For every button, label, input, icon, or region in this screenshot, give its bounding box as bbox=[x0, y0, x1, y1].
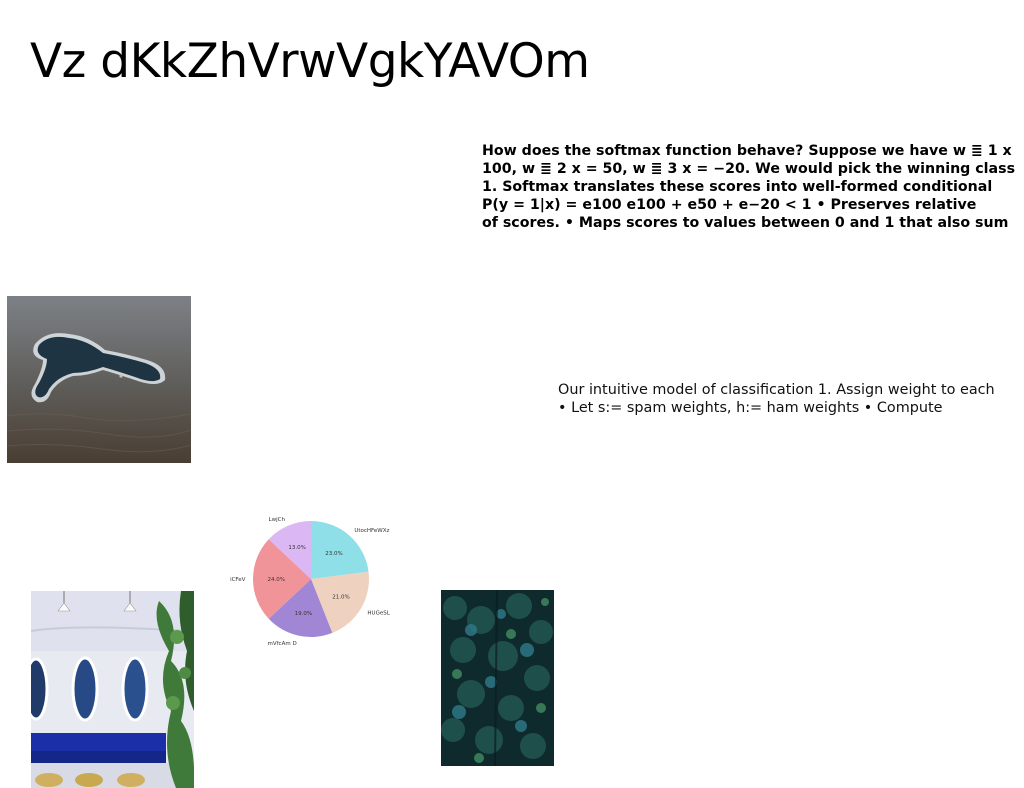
pie-value-label: 19.0% bbox=[295, 611, 312, 617]
classification-line: Our intuitive model of classification 1.… bbox=[558, 382, 995, 398]
pie-slice bbox=[268, 579, 333, 637]
softmax-line: 100, w ≣ 2 x = 50, w ≣ 3 x = −20. We wou… bbox=[482, 161, 1016, 177]
foliage-photo bbox=[441, 590, 554, 766]
classification-paragraph: Our intuitive model of classification 1.… bbox=[558, 381, 1018, 417]
pie-value-label: 21.0% bbox=[332, 595, 349, 601]
pie-slice bbox=[253, 539, 311, 619]
pie-category-label: UtocHFeWXz bbox=[354, 528, 389, 534]
pie-value-label: 23.0% bbox=[325, 551, 342, 557]
pie-slice bbox=[311, 521, 369, 579]
softmax-line: of scores. • Maps scores to values betwe… bbox=[482, 215, 1009, 231]
pie-slice bbox=[268, 521, 311, 579]
pie-value-label: 24.0% bbox=[267, 577, 284, 583]
pie-category-label: iCFeV bbox=[230, 577, 246, 583]
pie-category-label: mVfcAm D bbox=[268, 641, 297, 647]
softmax-line: 1. Softmax translates these scores into … bbox=[482, 179, 993, 195]
island-photo bbox=[7, 296, 191, 463]
pie-chart: 23.0% UtocHFeWXz 21.0% HUGeSL 19.0% mVfcAm D 2… bbox=[230, 517, 391, 647]
pie-category-label: LwjCh bbox=[269, 517, 286, 523]
interior-photo bbox=[31, 591, 194, 788]
pie-slice bbox=[311, 571, 369, 633]
softmax-paragraph: How does the softmax function behave? Su… bbox=[482, 142, 1024, 232]
pie-category-label: HUGeSL bbox=[367, 610, 390, 616]
softmax-line: P(y = 1|x) = e100 e100 + e50 + e−20 < 1 … bbox=[482, 197, 977, 213]
pie-value-label: 13.0% bbox=[288, 545, 305, 551]
slide-title: Vz dKkZhVrwVgkYAVOm bbox=[30, 34, 590, 89]
softmax-line: How does the softmax function behave? Su… bbox=[482, 143, 1012, 159]
classification-line: • Let s:= spam weights, h:= ham weights … bbox=[558, 400, 943, 416]
